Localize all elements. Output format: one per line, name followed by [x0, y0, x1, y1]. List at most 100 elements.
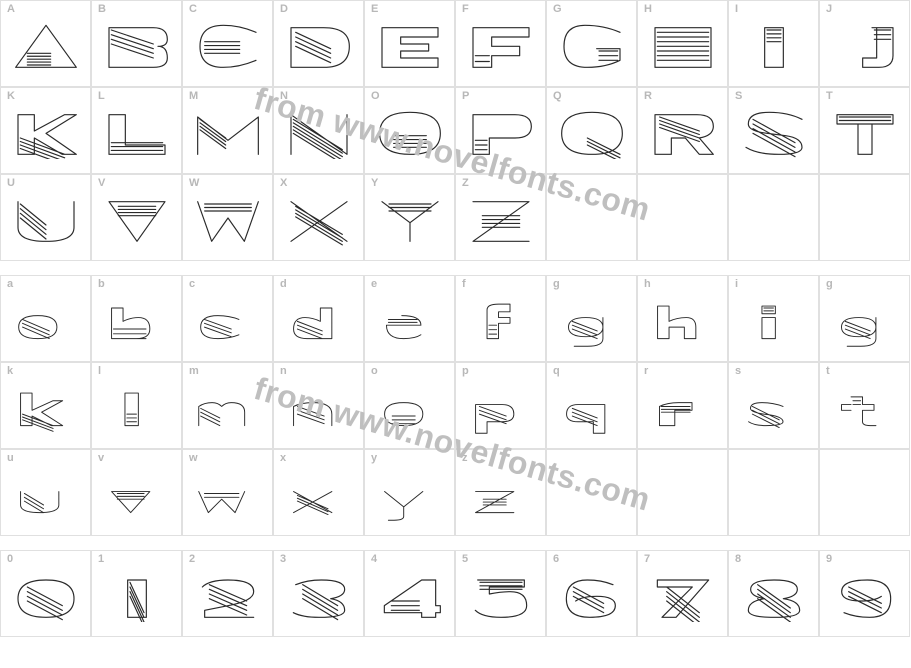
glyph — [638, 551, 727, 636]
glyph-grid: ABCDEFGHIJKLMNOPQRSTUVWXYZabcdefghigklmn… — [0, 0, 911, 651]
glyph — [274, 551, 363, 636]
glyph — [456, 175, 545, 260]
glyph — [547, 363, 636, 448]
glyph-cell: L — [91, 87, 182, 174]
glyph-cell: f — [455, 275, 546, 362]
glyph-cell: G — [546, 0, 637, 87]
glyph — [183, 450, 272, 535]
glyph-cell: S — [728, 87, 819, 174]
glyph-cell: 0 — [0, 550, 91, 637]
glyph — [1, 551, 90, 636]
glyph-cell: g — [819, 275, 910, 362]
glyph-cell: 2 — [182, 550, 273, 637]
glyph — [1, 1, 90, 86]
section-lowercase: abcdefghigklmnopqrstuvwxyz — [0, 275, 911, 536]
glyph-cell — [637, 174, 728, 261]
glyph — [92, 88, 181, 173]
glyph-cell: t — [819, 362, 910, 449]
glyph-cell: V — [91, 174, 182, 261]
glyph — [274, 1, 363, 86]
glyph — [820, 551, 909, 636]
glyph-cell: O — [364, 87, 455, 174]
glyph-cell: Q — [546, 87, 637, 174]
glyph-cell — [637, 449, 728, 536]
glyph — [820, 1, 909, 86]
glyph-cell — [819, 449, 910, 536]
glyph — [820, 363, 909, 448]
glyph — [92, 551, 181, 636]
glyph — [547, 88, 636, 173]
glyph-cell: W — [182, 174, 273, 261]
glyph-cell — [728, 449, 819, 536]
glyph — [274, 363, 363, 448]
glyph — [456, 450, 545, 535]
glyph-cell: k — [0, 362, 91, 449]
glyph-cell — [546, 174, 637, 261]
glyph — [638, 88, 727, 173]
glyph — [456, 1, 545, 86]
glyph — [183, 363, 272, 448]
glyph-cell: d — [273, 275, 364, 362]
glyph-cell: l — [91, 362, 182, 449]
glyph — [183, 1, 272, 86]
glyph-cell: c — [182, 275, 273, 362]
glyph-cell: P — [455, 87, 546, 174]
glyph — [274, 276, 363, 361]
glyph-cell: z — [455, 449, 546, 536]
glyph — [729, 1, 818, 86]
glyph-row: 0123456789 — [0, 550, 911, 637]
glyph-cell: 4 — [364, 550, 455, 637]
glyph-cell: r — [637, 362, 728, 449]
glyph-cell: 3 — [273, 550, 364, 637]
glyph — [638, 276, 727, 361]
glyph — [274, 175, 363, 260]
glyph-cell: q — [546, 362, 637, 449]
glyph-cell: h — [637, 275, 728, 362]
glyph — [92, 1, 181, 86]
glyph-cell: p — [455, 362, 546, 449]
glyph — [456, 363, 545, 448]
glyph — [638, 363, 727, 448]
glyph — [365, 1, 454, 86]
glyph-cell: m — [182, 362, 273, 449]
glyph — [274, 450, 363, 535]
glyph — [547, 1, 636, 86]
glyph — [365, 551, 454, 636]
glyph — [1, 88, 90, 173]
glyph-cell — [819, 174, 910, 261]
glyph — [365, 88, 454, 173]
glyph-cell: u — [0, 449, 91, 536]
glyph-cell: M — [182, 87, 273, 174]
glyph — [183, 88, 272, 173]
glyph-row: uvwxyz — [0, 449, 911, 536]
glyph-cell: H — [637, 0, 728, 87]
glyph-cell: N — [273, 87, 364, 174]
glyph — [92, 175, 181, 260]
glyph-cell: b — [91, 275, 182, 362]
glyph — [365, 276, 454, 361]
glyph — [274, 88, 363, 173]
glyph — [729, 88, 818, 173]
glyph — [183, 175, 272, 260]
glyph-cell: n — [273, 362, 364, 449]
glyph-cell: E — [364, 0, 455, 87]
glyph — [729, 363, 818, 448]
glyph-cell: 5 — [455, 550, 546, 637]
glyph-cell: i — [728, 275, 819, 362]
glyph — [456, 88, 545, 173]
glyph-cell — [546, 449, 637, 536]
section-digits: 0123456789 — [0, 550, 911, 637]
glyph-cell: x — [273, 449, 364, 536]
glyph-row: UVWXYZ — [0, 174, 911, 261]
glyph — [638, 1, 727, 86]
glyph — [1, 276, 90, 361]
glyph-cell: K — [0, 87, 91, 174]
glyph-cell: C — [182, 0, 273, 87]
glyph — [183, 551, 272, 636]
glyph-cell: o — [364, 362, 455, 449]
glyph-cell: s — [728, 362, 819, 449]
glyph — [365, 450, 454, 535]
glyph — [456, 551, 545, 636]
glyph — [92, 276, 181, 361]
glyph-cell: y — [364, 449, 455, 536]
